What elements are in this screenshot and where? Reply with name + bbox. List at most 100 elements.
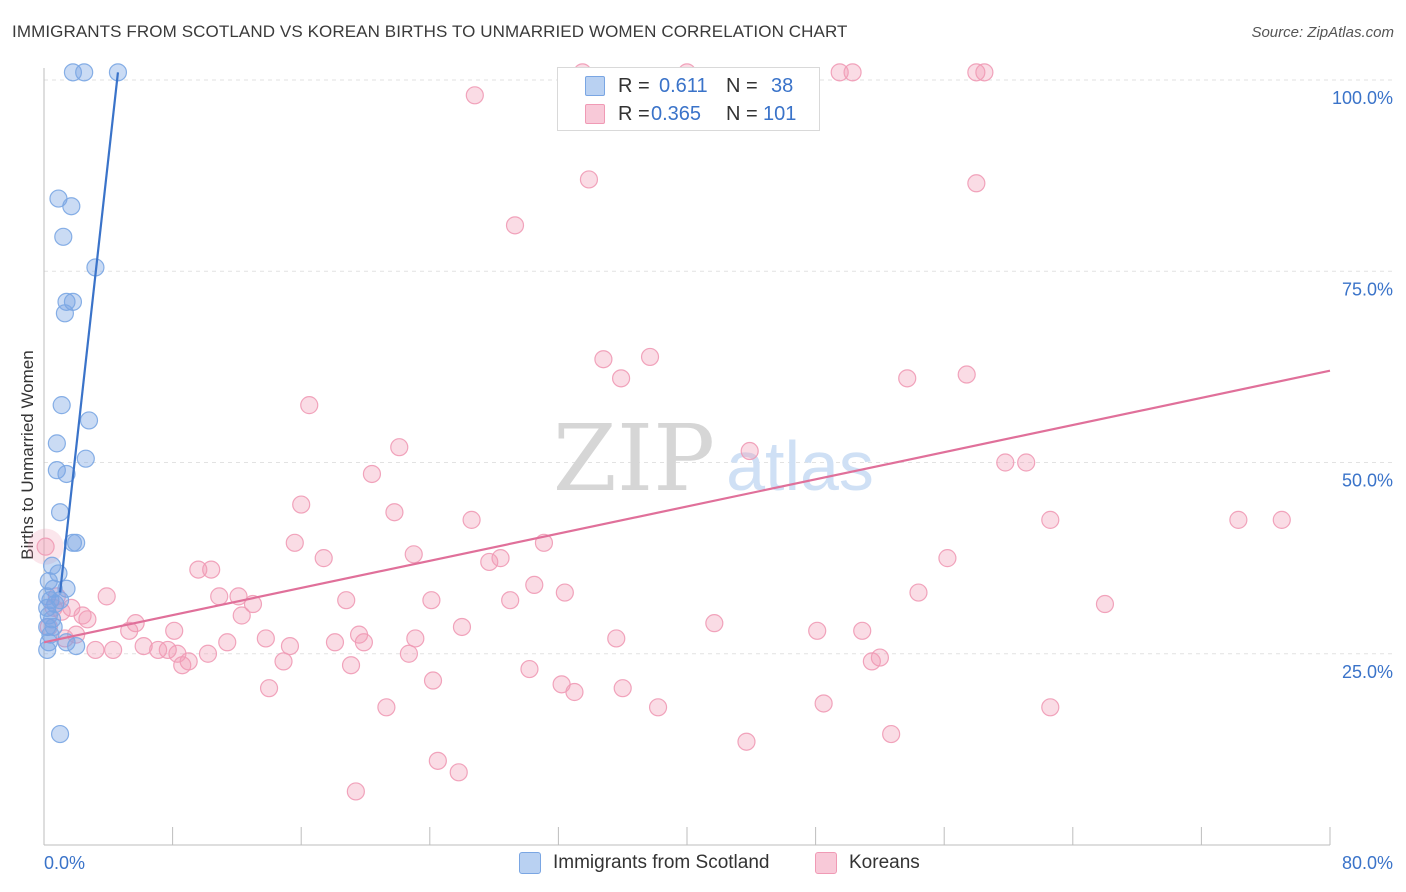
korean-point	[491, 549, 510, 568]
korean-point	[737, 732, 756, 751]
scotland-point	[50, 724, 70, 744]
scotland-point	[54, 227, 73, 246]
correlation-legend: R = 0.611 N = 38 R = 0.365 N = 101	[557, 67, 820, 131]
korean-point	[957, 365, 976, 384]
legend-swatch-korean	[815, 852, 837, 874]
korean-point	[898, 369, 917, 388]
y-tick-label: 25.0%	[1342, 662, 1393, 682]
korean-point	[705, 614, 724, 633]
scotland-point	[67, 636, 86, 656]
korean-point	[452, 617, 472, 637]
korean-point	[86, 640, 105, 660]
watermark: ZIP atlas	[553, 405, 874, 512]
korean-point	[555, 583, 574, 602]
korean-point	[909, 583, 928, 602]
korean-point	[337, 591, 356, 610]
korean-point	[198, 644, 218, 663]
korean-point	[274, 652, 293, 671]
korean-point	[1272, 510, 1291, 529]
korean-point	[341, 656, 361, 675]
scotland-points	[38, 63, 128, 744]
korean-point	[808, 621, 827, 640]
korean-point	[480, 552, 499, 572]
korean-point	[579, 170, 599, 189]
korean-point	[210, 587, 229, 606]
korean-point	[967, 174, 986, 193]
korean-point	[830, 63, 849, 82]
korean-point	[611, 369, 631, 388]
korean-point	[406, 629, 425, 648]
scotland-point	[57, 579, 76, 598]
korean-point	[525, 575, 544, 595]
series-legend: Immigrants from Scotland Koreans	[0, 852, 1406, 878]
scotland-point	[62, 197, 81, 216]
x-tick-label-max: 80.0%	[1342, 853, 1393, 873]
korean-point	[165, 621, 184, 640]
korean-point	[422, 591, 441, 610]
korean-point	[853, 621, 872, 640]
korean-point	[179, 652, 198, 671]
korean-point	[399, 644, 419, 663]
korean-point	[520, 659, 539, 679]
legend-swatch-scotland	[519, 852, 541, 874]
korean-point	[362, 464, 382, 484]
scotland-point	[75, 63, 94, 82]
korean-point	[814, 694, 833, 713]
korean-point	[505, 216, 525, 235]
korean-point	[565, 682, 584, 702]
korean-point	[423, 671, 443, 690]
korean-point	[104, 640, 123, 660]
korean-point	[354, 633, 373, 652]
korean-point	[390, 438, 409, 457]
korean-point	[325, 633, 345, 652]
korean-point	[189, 560, 208, 579]
scotland-point	[52, 396, 71, 415]
trend-line-scotland	[58, 72, 120, 593]
korean-point	[1041, 698, 1060, 717]
trend-lines	[43, 72, 1331, 644]
korean-point	[428, 751, 447, 770]
korean-point	[259, 679, 279, 698]
korean-cluster-point	[27, 528, 64, 565]
korean-point	[202, 560, 221, 579]
korean-point	[280, 636, 300, 656]
korean-point	[346, 782, 365, 801]
y-tick-label: 100.0%	[1332, 88, 1393, 108]
korean-point	[292, 495, 311, 514]
korean-point	[613, 679, 632, 698]
korean-point	[640, 347, 660, 367]
korean-point	[449, 763, 468, 782]
legend-item-korean[interactable]: Koreans	[815, 852, 920, 874]
y-tick-label: 75.0%	[1342, 279, 1393, 299]
legend-swatch-scotland	[585, 76, 605, 96]
korean-point	[218, 633, 237, 652]
legend-swatch-korean	[585, 104, 605, 124]
y-tick-labels: 25.0% 50.0% 75.0% 100.0%	[1332, 88, 1393, 682]
korean-point	[97, 587, 116, 606]
scotland-point	[47, 461, 66, 480]
legend-label-korean: Koreans	[849, 852, 920, 873]
trend-line-korean	[43, 369, 1331, 644]
korean-point	[158, 640, 177, 660]
y-tick-label: 50.0%	[1342, 471, 1393, 491]
scotland-point	[67, 533, 86, 552]
legend-n-label: N =	[726, 74, 758, 97]
scotland-point	[38, 598, 57, 617]
korean-point	[862, 652, 881, 671]
korean-point	[462, 510, 481, 529]
korean-point	[938, 549, 957, 568]
korean-point	[314, 549, 333, 568]
korean-point	[232, 606, 251, 625]
scotland-point	[41, 625, 60, 644]
scotland-point	[79, 411, 99, 430]
legend-n-value: 38	[771, 74, 794, 97]
korean-point	[882, 724, 901, 744]
legend-n-label: N =	[726, 102, 758, 125]
scotland-point	[57, 464, 76, 484]
watermark-zip: ZIP	[553, 405, 715, 512]
korean-point	[120, 621, 139, 640]
korean-point	[404, 545, 423, 564]
gridlines	[44, 79, 1394, 655]
legend-item-scotland[interactable]: Immigrants from Scotland	[519, 852, 769, 874]
